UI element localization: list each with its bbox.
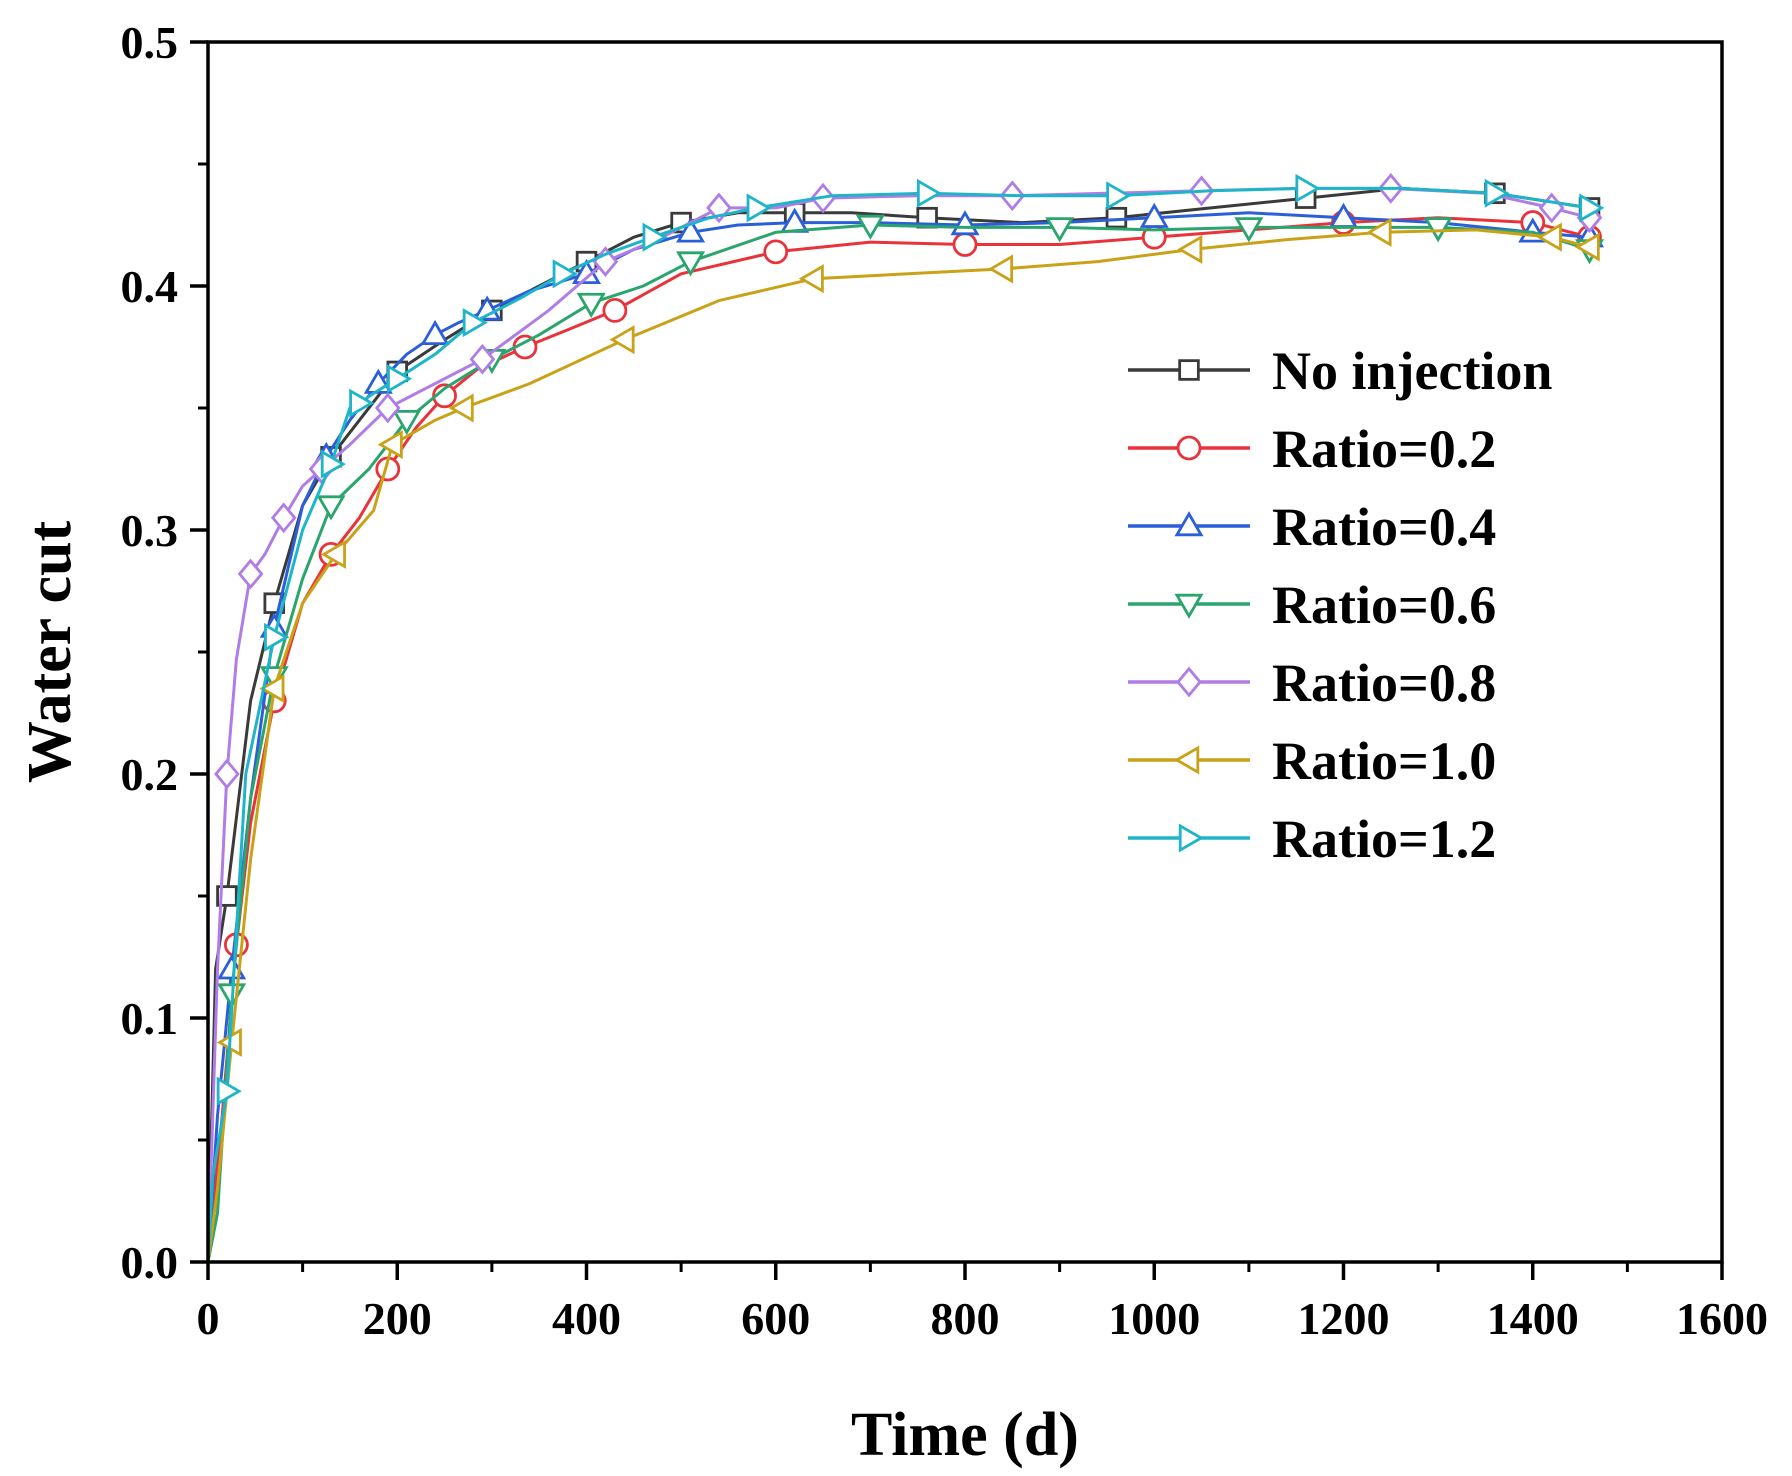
data-point: [1366, 217, 1392, 247]
legend-entry: Ratio=0.6: [1128, 575, 1496, 635]
x-tick-label: 400: [552, 1293, 621, 1344]
y-tick-label: 0.3: [121, 505, 179, 556]
data-point: [642, 222, 668, 252]
series-6: [206, 173, 1605, 1263]
legend-marker: [1176, 666, 1202, 698]
data-point: [237, 558, 264, 590]
data-point: [552, 259, 578, 289]
axes: 0 200 400 600 800 1000 1200 1400 1600 0.0 0.1 0.2 0.…: [121, 17, 1769, 1344]
data-point: [214, 758, 240, 790]
data-point: [1295, 173, 1321, 203]
data-point: [420, 319, 450, 346]
legend-entry: No injection: [1128, 341, 1552, 401]
data-point: [1105, 206, 1128, 229]
y-tick-label: 0.4: [121, 261, 179, 312]
series-line: [206, 186, 1590, 1263]
data-point: [264, 622, 290, 652]
y-axis-title: Water cut: [16, 521, 84, 784]
legend-marker: [1174, 511, 1204, 537]
x-tick-label: 200: [363, 1293, 432, 1344]
x-tick-label: 0: [197, 1293, 220, 1344]
x-tick-label: 1600: [1676, 1293, 1768, 1344]
data-point: [1234, 217, 1264, 243]
series-line: [206, 186, 1590, 1263]
series-3: [206, 214, 1605, 1263]
legend-entry: Ratio=0.2: [1128, 419, 1496, 479]
x-axis-title: Time (d): [851, 1401, 1079, 1469]
data-point: [1574, 232, 1600, 262]
data-point: [1484, 178, 1510, 208]
legend-entry: Ratio=0.8: [1128, 653, 1496, 713]
data-point: [987, 254, 1014, 284]
legend-entry: Ratio=1.0: [1128, 731, 1496, 791]
data-point: [259, 674, 285, 704]
x-tick-label: 800: [931, 1293, 1000, 1344]
legend-marker: [1178, 823, 1204, 853]
legend-label: Ratio=0.2: [1272, 419, 1496, 479]
data-point: [316, 495, 346, 521]
data-point: [448, 393, 474, 423]
legend-entry: Ratio=1.2: [1128, 809, 1496, 869]
y-tick-label: 0.0: [121, 1237, 179, 1288]
data-point: [1423, 217, 1453, 243]
data-point: [798, 264, 824, 294]
series-layer: [206, 173, 1605, 1263]
legend-label: Ratio=0.4: [1272, 497, 1496, 557]
data-point: [1045, 217, 1075, 243]
legend-marker: [1176, 435, 1202, 461]
series-5: [206, 217, 1600, 1263]
legend: No injection Ratio=0.2 Ratio=0.4 Ratio=0.6 R…: [1128, 341, 1552, 869]
legend-marker: [1178, 359, 1200, 381]
legend-label: Ratio=1.0: [1272, 731, 1496, 791]
y-tick-label: 0.2: [121, 749, 179, 800]
legend-label: Ratio=0.6: [1272, 575, 1496, 635]
data-point: [349, 388, 375, 418]
legend-label: Ratio=1.2: [1272, 809, 1496, 869]
y-tick-label: 0.1: [121, 993, 179, 1044]
data-point: [676, 217, 706, 243]
x-tick-label: 1000: [1108, 1293, 1200, 1344]
data-point: [469, 343, 496, 375]
data-point: [676, 251, 706, 277]
y-tick-label: 0.5: [121, 17, 179, 68]
data-point: [609, 325, 635, 355]
x-tick-label: 600: [741, 1293, 810, 1344]
data-point: [952, 232, 978, 257]
data-point: [387, 364, 413, 394]
data-point: [746, 193, 772, 223]
data-point: [1536, 222, 1562, 252]
data-point: [576, 292, 606, 318]
data-point: [916, 178, 943, 208]
data-point: [377, 430, 403, 460]
data-point: [1106, 181, 1132, 211]
x-tick-label: 1200: [1298, 1293, 1390, 1344]
data-point: [462, 308, 488, 338]
data-point: [1139, 202, 1169, 228]
data-point: [216, 1076, 242, 1106]
series-line: [206, 228, 1590, 1263]
data-point: [1579, 193, 1605, 223]
legend-label: No injection: [1272, 341, 1552, 401]
data-point: [392, 409, 422, 436]
data-point: [320, 539, 346, 569]
legend-marker: [1174, 593, 1204, 619]
legend-entry: Ratio=0.4: [1128, 497, 1496, 557]
legend-label: Ratio=0.8: [1272, 653, 1496, 713]
legend-marker: [1174, 745, 1200, 775]
data-point: [855, 214, 885, 240]
data-point: [270, 502, 297, 534]
data-point: [320, 449, 346, 479]
data-point: [1177, 234, 1203, 264]
x-tick-label: 1400: [1487, 1293, 1579, 1344]
data-point: [374, 392, 401, 424]
data-point: [602, 297, 628, 323]
data-point: [763, 239, 789, 265]
data-point: [472, 295, 502, 321]
